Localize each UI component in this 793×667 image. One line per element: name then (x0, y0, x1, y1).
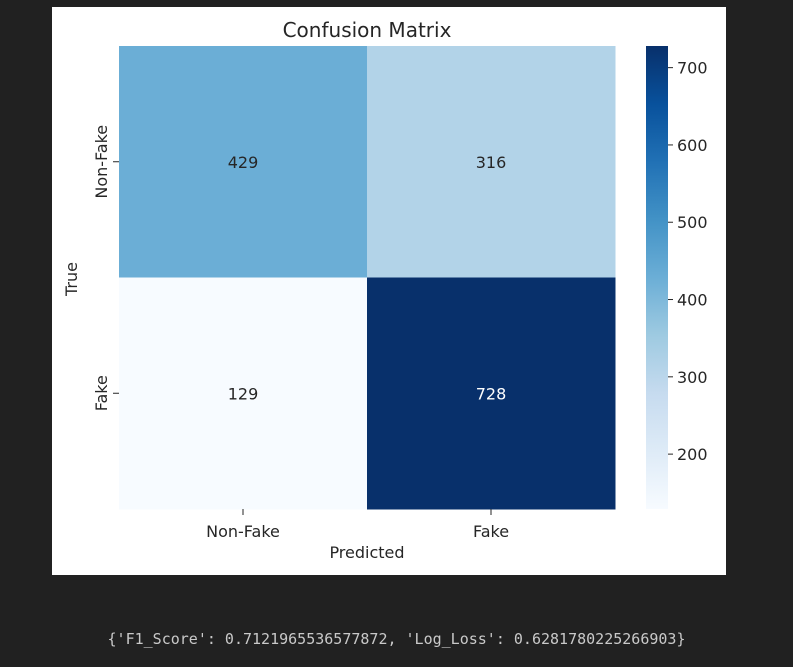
heatmap-cell (119, 277, 368, 510)
cell-value-label: 728 (476, 384, 507, 403)
colorbar-tick-label: 600 (677, 136, 708, 155)
colorbar-tick-label: 200 (677, 445, 708, 464)
y-axis-label: True (62, 262, 81, 297)
y-axis: Non-Fake Fake (92, 125, 119, 411)
x-axis-label: Predicted (329, 543, 404, 562)
x-tick-label: Fake (473, 522, 509, 541)
colorbar-tick-label: 300 (677, 368, 708, 387)
x-axis: Non-Fake Fake (206, 509, 509, 541)
colorbar: 200 300 400 500 600 700 (646, 46, 708, 509)
confusion-matrix-figure: Confusion Matrix 429 316 129 728 Non-Fake Fa… (52, 7, 726, 575)
confusion-matrix-chart: Confusion Matrix 429 316 129 728 Non-Fake Fa… (62, 18, 708, 562)
colorbar-tick-label: 700 (677, 59, 708, 78)
chart-title: Confusion Matrix (283, 18, 452, 42)
heatmap-cell (367, 46, 616, 278)
colorbar-tick-label: 500 (677, 213, 708, 232)
output-metrics-text: {'F1_Score': 0.7121965536577872, 'Log_Lo… (107, 630, 686, 648)
y-tick-label: Fake (92, 375, 111, 411)
x-tick-label: Non-Fake (206, 522, 280, 541)
heatmap-cell (119, 46, 368, 278)
heatmap-cell (367, 277, 616, 510)
cell-value-label: 316 (476, 153, 507, 172)
colorbar-tick-label: 400 (677, 291, 708, 310)
heatmap-cells: 429 316 129 728 (119, 46, 616, 510)
cell-value-label: 129 (228, 384, 259, 403)
cell-value-label: 429 (228, 153, 259, 172)
colorbar-bar (646, 46, 668, 509)
y-tick-label: Non-Fake (92, 125, 111, 199)
